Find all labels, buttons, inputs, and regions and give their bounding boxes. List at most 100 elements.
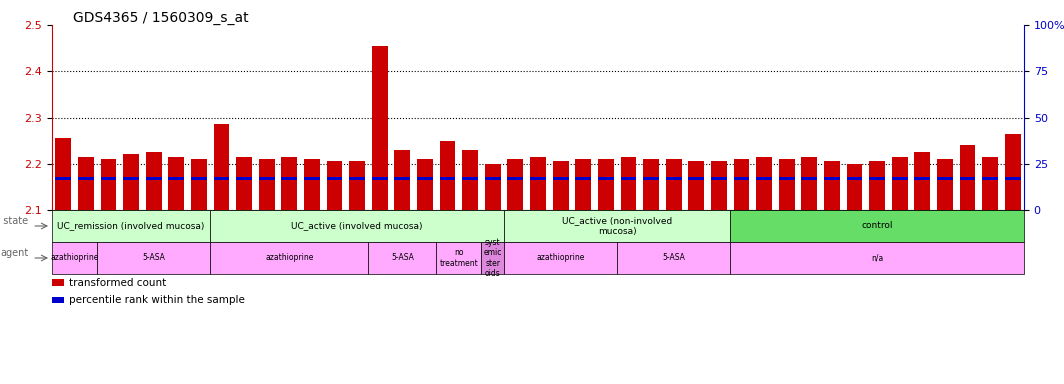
Bar bbox=[757, 157, 772, 210]
Bar bbox=[349, 177, 365, 180]
Bar bbox=[779, 177, 795, 180]
Bar bbox=[211, 242, 368, 274]
Bar bbox=[192, 177, 206, 180]
Bar bbox=[439, 141, 455, 210]
Bar bbox=[688, 161, 704, 210]
Bar bbox=[643, 177, 659, 180]
Bar bbox=[168, 157, 184, 210]
Bar bbox=[982, 177, 998, 180]
Bar bbox=[508, 177, 523, 180]
Bar bbox=[598, 177, 614, 180]
Bar bbox=[485, 164, 501, 210]
Bar bbox=[327, 161, 343, 210]
Text: azathioprine: azathioprine bbox=[265, 253, 314, 263]
Text: 5-ASA: 5-ASA bbox=[143, 253, 165, 263]
Bar bbox=[123, 154, 139, 210]
Bar bbox=[214, 124, 230, 210]
Text: agent: agent bbox=[0, 248, 29, 258]
Bar bbox=[168, 177, 184, 180]
Bar bbox=[892, 177, 908, 180]
Bar bbox=[576, 177, 592, 180]
Bar bbox=[236, 157, 252, 210]
Bar bbox=[52, 279, 64, 286]
Bar bbox=[730, 242, 1024, 274]
Text: transformed count: transformed count bbox=[69, 278, 166, 288]
Text: syst
emic
ster
oids: syst emic ster oids bbox=[484, 238, 502, 278]
Bar bbox=[711, 177, 727, 180]
Bar bbox=[482, 242, 504, 274]
Bar bbox=[552, 177, 568, 180]
Text: 5-ASA: 5-ASA bbox=[390, 253, 414, 263]
Bar bbox=[371, 46, 387, 210]
Bar bbox=[552, 161, 568, 210]
Bar bbox=[937, 159, 952, 210]
Bar bbox=[55, 138, 71, 210]
Bar bbox=[666, 177, 682, 180]
Bar bbox=[779, 159, 795, 210]
Bar bbox=[462, 150, 478, 210]
Bar bbox=[688, 177, 704, 180]
Bar bbox=[327, 177, 343, 180]
Bar bbox=[146, 152, 162, 210]
Bar bbox=[598, 159, 614, 210]
Bar bbox=[508, 159, 523, 210]
Bar bbox=[666, 159, 682, 210]
Bar bbox=[78, 157, 94, 210]
Bar bbox=[259, 159, 275, 210]
Bar bbox=[101, 159, 116, 210]
Bar bbox=[282, 177, 297, 180]
Bar bbox=[417, 159, 433, 210]
Bar bbox=[55, 177, 71, 180]
Bar bbox=[757, 177, 772, 180]
Bar bbox=[801, 157, 817, 210]
Bar bbox=[530, 157, 546, 210]
Bar bbox=[395, 177, 411, 180]
Bar bbox=[801, 177, 817, 180]
Bar bbox=[937, 177, 952, 180]
Bar bbox=[485, 177, 501, 180]
Bar bbox=[97, 242, 211, 274]
Bar bbox=[617, 242, 730, 274]
Text: UC_active (involved mucosa): UC_active (involved mucosa) bbox=[292, 222, 422, 230]
Bar bbox=[730, 210, 1024, 242]
Bar bbox=[643, 159, 659, 210]
Text: control: control bbox=[862, 222, 893, 230]
Bar bbox=[960, 145, 976, 210]
Bar bbox=[914, 177, 930, 180]
Bar bbox=[417, 177, 433, 180]
Bar bbox=[733, 177, 749, 180]
Bar bbox=[462, 177, 478, 180]
Bar bbox=[101, 177, 116, 180]
Bar bbox=[304, 177, 320, 180]
Bar bbox=[982, 157, 998, 210]
Bar bbox=[530, 177, 546, 180]
Bar bbox=[620, 177, 636, 180]
Bar bbox=[869, 177, 885, 180]
Bar bbox=[282, 157, 297, 210]
Bar bbox=[304, 159, 320, 210]
Bar bbox=[576, 159, 592, 210]
Bar bbox=[214, 177, 230, 180]
Bar bbox=[711, 161, 727, 210]
Bar bbox=[123, 177, 139, 180]
Bar bbox=[211, 210, 504, 242]
Text: 5-ASA: 5-ASA bbox=[662, 253, 685, 263]
Bar bbox=[847, 177, 863, 180]
Bar bbox=[436, 242, 482, 274]
Bar bbox=[620, 157, 636, 210]
Text: disease state: disease state bbox=[0, 216, 29, 226]
Bar bbox=[824, 161, 839, 210]
Bar bbox=[869, 161, 885, 210]
Bar bbox=[824, 177, 839, 180]
Bar bbox=[504, 242, 617, 274]
Text: no
treatment: no treatment bbox=[439, 248, 478, 268]
Bar bbox=[371, 177, 387, 180]
Bar bbox=[847, 164, 863, 210]
Bar bbox=[504, 210, 730, 242]
Bar bbox=[146, 177, 162, 180]
Bar bbox=[1004, 134, 1020, 210]
Bar bbox=[349, 161, 365, 210]
Bar bbox=[439, 177, 455, 180]
Text: UC_remission (involved mucosa): UC_remission (involved mucosa) bbox=[57, 222, 204, 230]
Bar bbox=[236, 177, 252, 180]
